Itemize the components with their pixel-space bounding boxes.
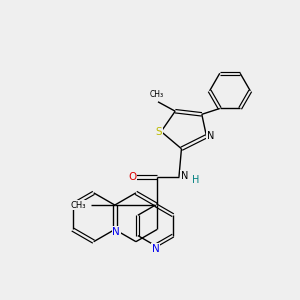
Text: CH₃: CH₃ — [70, 201, 86, 210]
Text: CH₃: CH₃ — [149, 90, 164, 99]
Text: S: S — [155, 127, 162, 136]
Text: N: N — [112, 227, 120, 237]
Text: N: N — [181, 171, 188, 181]
Text: O: O — [128, 172, 137, 182]
Text: H: H — [192, 175, 200, 185]
Text: N: N — [152, 244, 159, 254]
Text: N: N — [207, 131, 214, 141]
